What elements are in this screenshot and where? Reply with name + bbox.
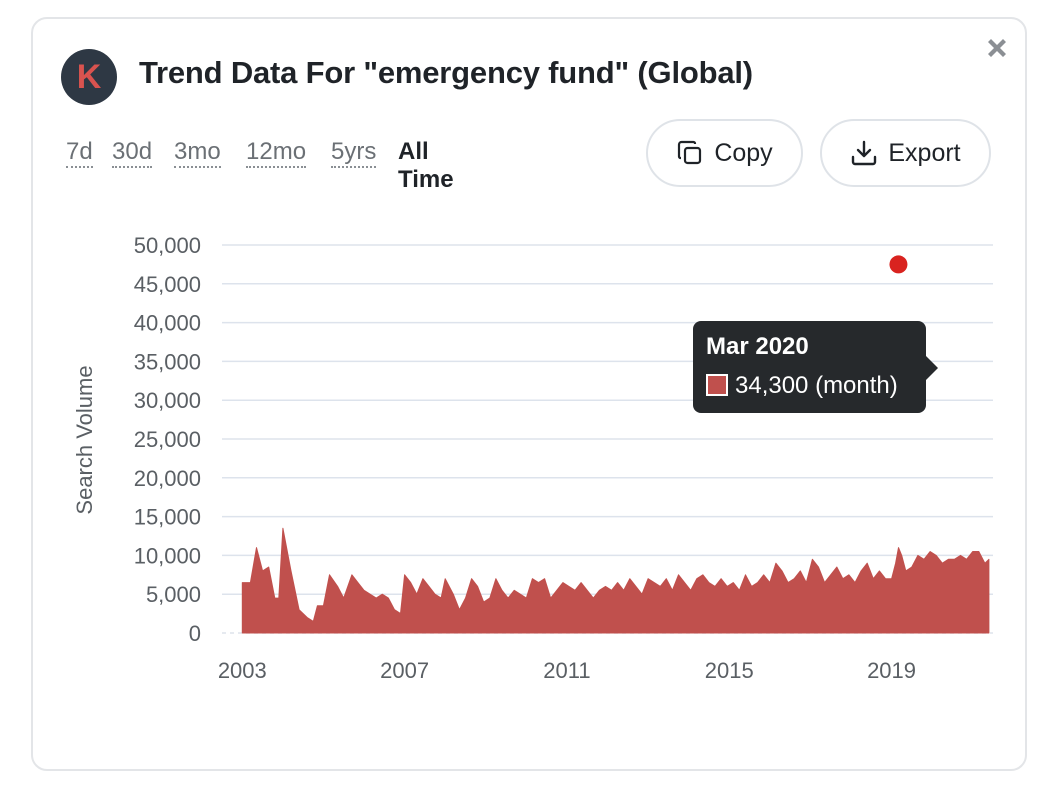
range-30d[interactable]: 30d [112,138,153,168]
y-tick-label: 45,000 [134,272,201,297]
page-title: Trend Data For "emergency fund" (Global) [139,55,753,90]
download-icon [852,140,877,166]
x-tick-label: 2003 [218,658,267,683]
x-tick-label: 2007 [380,658,429,683]
copy-button[interactable]: Copy [646,119,803,187]
highlight-point[interactable] [889,255,908,274]
x-axis-ticks: 2003 2007 2011 2015 2019 [218,658,916,683]
y-axis-ticks: 0 5,000 10,000 15,000 20,000 25,000 30,000 35,0… [134,233,201,646]
range-5yrs[interactable]: 5yrs [331,138,377,168]
tooltip-value: 34,300 (month) [735,372,898,399]
range-all-time[interactable]: All Time [398,138,454,193]
export-button[interactable]: Export [820,119,991,187]
y-tick-label: 35,000 [134,349,201,374]
copy-label: Copy [714,138,773,167]
range-3mo[interactable]: 3mo [174,138,221,168]
close-icon [988,39,1006,57]
logo: K [61,49,117,105]
range-12mo[interactable]: 12mo [246,138,307,168]
export-label: Export [888,138,961,167]
chart-tooltip: Mar 2020 34,300 (month) [693,321,926,413]
y-tick-label: 10,000 [134,543,201,568]
close-button[interactable] [982,33,1012,63]
range-7d[interactable]: 7d [66,138,93,168]
y-tick-label: 5,000 [146,582,201,607]
y-tick-label: 20,000 [134,466,201,491]
logo-letter: K [76,58,102,96]
tooltip-date: Mar 2020 [706,333,809,360]
y-tick-label: 25,000 [134,427,201,452]
tooltip-swatch [706,374,728,396]
y-tick-label: 0 [189,621,201,646]
x-tick-label: 2011 [543,658,590,683]
copy-icon [678,140,702,165]
y-tick-label: 50,000 [134,233,201,258]
y-tick-label: 40,000 [134,311,201,336]
y-tick-label: 30,000 [134,388,201,413]
y-axis-title: Search Volume [72,365,97,514]
y-tick-label: 15,000 [134,505,201,530]
tooltip-arrow [926,356,938,380]
search-volume-area[interactable] [241,527,990,634]
x-tick-label: 2015 [705,658,754,683]
x-tick-label: 2019 [867,658,916,683]
